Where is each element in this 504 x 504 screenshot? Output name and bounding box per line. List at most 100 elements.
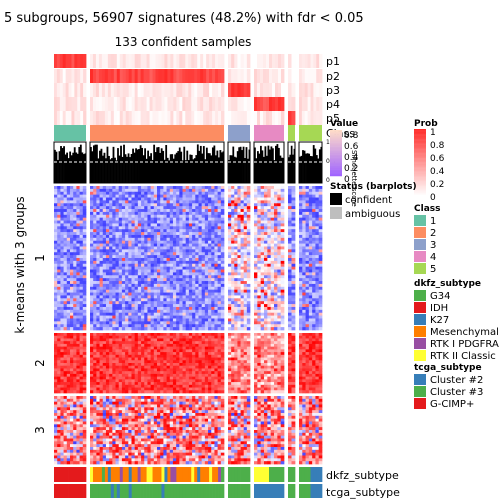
heatmap-cell xyxy=(172,278,177,282)
prob-cell xyxy=(272,97,276,111)
heatmap-cell xyxy=(157,309,161,314)
heatmap-cell xyxy=(176,223,180,227)
heatmap-cell xyxy=(118,229,123,233)
heatmap-cell xyxy=(73,188,77,193)
heatmap-cell xyxy=(153,234,158,239)
heatmap-cell xyxy=(102,266,107,270)
heatmap-cell xyxy=(172,298,177,302)
heatmap-cell xyxy=(96,255,100,259)
heatmap-cell xyxy=(118,266,123,270)
heatmap-cell xyxy=(220,275,225,279)
heatmap-cell xyxy=(96,246,100,250)
heatmap-cell xyxy=(204,246,209,250)
heatmap-cell xyxy=(109,240,113,244)
heatmap-cell xyxy=(217,226,222,230)
heatmap-cell xyxy=(128,335,132,339)
heatmap-cell xyxy=(57,324,61,328)
heatmap-cell xyxy=(299,211,303,216)
heatmap-cell xyxy=(192,318,196,322)
heatmap-cell xyxy=(66,217,71,221)
heatmap-cell xyxy=(99,318,104,322)
heatmap-cell xyxy=(243,258,248,262)
heatmap-cell xyxy=(79,220,84,224)
heatmap-cell xyxy=(214,226,218,230)
heatmap-cell xyxy=(246,229,251,233)
heatmap-cell xyxy=(305,260,310,265)
heatmap-cell xyxy=(134,234,139,239)
heatmap-cell xyxy=(246,258,251,262)
heatmap-cell xyxy=(137,346,142,350)
heatmap-cell xyxy=(128,278,132,282)
heatmap-cell xyxy=(208,243,212,247)
heatmap-cell xyxy=(60,234,64,239)
heatmap-cell xyxy=(57,286,61,291)
heatmap-cell xyxy=(82,363,87,367)
heatmap-cell xyxy=(280,191,285,195)
heatmap-cell xyxy=(267,312,272,316)
heatmap-cell xyxy=(160,217,164,221)
heatmap-cell xyxy=(96,315,100,319)
heatmap-cell xyxy=(137,232,142,236)
prob-cell xyxy=(167,54,171,68)
heatmap-cell xyxy=(315,234,320,239)
heatmap-cell xyxy=(188,324,193,328)
heatmap-cell xyxy=(93,266,97,270)
heatmap-cell xyxy=(169,209,174,213)
heatmap-cell xyxy=(96,333,100,337)
heatmap-cell xyxy=(302,298,306,302)
prob-cell xyxy=(243,54,248,68)
heatmap-cell xyxy=(214,200,218,204)
heatmap-cell xyxy=(291,258,296,262)
heatmap-cell xyxy=(112,312,116,316)
heatmap-cell xyxy=(57,376,61,380)
heatmap-cell xyxy=(109,346,113,350)
heatmap-cell xyxy=(198,220,203,224)
heatmap-cell xyxy=(288,209,292,213)
prob-cell xyxy=(269,54,273,68)
heatmap-cell xyxy=(195,252,199,256)
heatmap-cell xyxy=(185,349,190,353)
heatmap-cell xyxy=(288,266,292,270)
heatmap-cell xyxy=(109,220,113,224)
heatmap-cell xyxy=(150,214,155,219)
heatmap-cell xyxy=(163,209,167,213)
heatmap-cell xyxy=(240,301,245,305)
heatmap-cell xyxy=(141,188,145,193)
heatmap-cell xyxy=(70,209,74,213)
prob-cell xyxy=(90,111,94,125)
heatmap-cell xyxy=(211,237,215,242)
silhouette-bar xyxy=(270,146,273,183)
heatmap-cell xyxy=(302,324,306,328)
heatmap-cell xyxy=(315,272,320,276)
heatmap-cell xyxy=(73,387,77,391)
heatmap-cell xyxy=(70,298,74,302)
heatmap-cell xyxy=(163,306,167,311)
heatmap-cell xyxy=(118,289,123,293)
heatmap-cell xyxy=(237,301,241,305)
heatmap-cell xyxy=(54,217,58,221)
heatmap-cell xyxy=(257,209,262,213)
silhouette-bar xyxy=(174,154,177,183)
heatmap-cell xyxy=(277,258,282,262)
prob-cell xyxy=(152,97,156,111)
heatmap-cell xyxy=(318,229,323,233)
heatmap-cell xyxy=(318,286,323,291)
prob-cell xyxy=(176,54,180,68)
prob-cell xyxy=(185,69,189,83)
heatmap-cell xyxy=(211,226,215,230)
heatmap-cell xyxy=(60,249,64,253)
heatmap-cell xyxy=(172,200,177,204)
heatmap-cell xyxy=(169,220,174,224)
heatmap-cell xyxy=(260,214,265,219)
heatmap-cell xyxy=(115,226,120,230)
heatmap-cell xyxy=(121,341,126,345)
heatmap-cell xyxy=(257,275,262,279)
heatmap-cell xyxy=(105,220,110,224)
heatmap-cell xyxy=(93,309,97,314)
heatmap-cell xyxy=(305,220,310,224)
heatmap-cell xyxy=(166,243,171,247)
heatmap-cell xyxy=(182,272,187,276)
heatmap-cell xyxy=(280,258,285,262)
heatmap-cell xyxy=(82,365,87,369)
heatmap-cell xyxy=(112,200,116,204)
